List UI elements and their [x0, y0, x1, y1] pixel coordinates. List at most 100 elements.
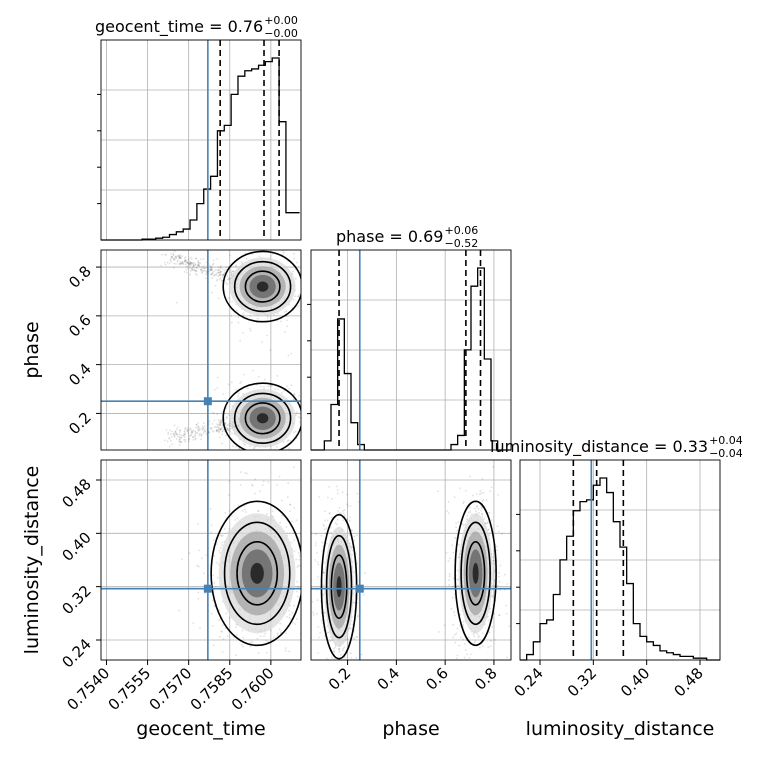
sample-point	[196, 267, 199, 270]
sample-point	[183, 438, 185, 441]
sample-point	[186, 267, 189, 269]
sample-point	[194, 437, 197, 440]
sample-point	[265, 639, 268, 642]
sample-point	[457, 521, 460, 523]
sample-point	[307, 436, 309, 438]
sample-point	[290, 352, 292, 355]
sample-point	[174, 255, 177, 258]
sample-point	[191, 430, 194, 433]
sample-point	[191, 269, 194, 271]
sample-point	[307, 550, 309, 552]
sample-point	[190, 429, 193, 432]
sample-point	[195, 426, 197, 429]
sample-point	[326, 693, 328, 695]
sample-point	[322, 571, 325, 573]
sample-point	[256, 637, 259, 640]
sample-point	[297, 585, 300, 588]
sample-point	[294, 430, 297, 433]
sample-point	[195, 257, 197, 260]
sample-point	[323, 561, 326, 564]
sample-point	[223, 528, 226, 530]
sample-point	[319, 631, 321, 634]
sample-point	[197, 261, 200, 264]
sample-point	[189, 256, 192, 259]
sample-point	[308, 577, 310, 579]
sample-point	[316, 561, 319, 564]
sample-point	[203, 269, 205, 272]
sample-point	[464, 489, 467, 492]
sample-point	[188, 262, 191, 265]
sample-point	[289, 439, 292, 442]
sample-point	[451, 544, 454, 547]
sample-point	[199, 428, 201, 431]
sample-point	[252, 245, 254, 247]
x-tick-label-phase: 0.6	[422, 664, 452, 694]
sample-point	[324, 519, 326, 522]
sample-point	[220, 422, 223, 424]
sample-point	[220, 630, 223, 633]
sample-point	[503, 573, 506, 576]
sample-point	[297, 305, 300, 308]
sample-point	[274, 388, 277, 391]
sample-point	[221, 534, 224, 537]
sample-point	[258, 490, 261, 492]
sample-point	[476, 505, 478, 508]
sample-point	[189, 267, 192, 270]
sample-point	[197, 259, 200, 262]
sample-point	[453, 611, 456, 613]
sample-point	[222, 638, 225, 640]
sample-point	[195, 257, 197, 260]
sample-point	[188, 262, 191, 265]
sample-point	[168, 262, 171, 265]
sample-point	[221, 630, 223, 633]
sample-point	[194, 430, 197, 433]
sample-point	[186, 261, 189, 264]
title-main: geocent_time = 0.76	[95, 17, 263, 37]
sample-point	[220, 427, 223, 430]
sample-point	[341, 510, 344, 512]
sample-point	[218, 635, 221, 638]
sample-point	[189, 434, 192, 437]
sample-point	[462, 623, 465, 626]
sample-point	[294, 277, 297, 280]
sample-point	[481, 515, 484, 518]
sample-point	[231, 270, 234, 273]
sample-point	[194, 435, 197, 438]
sample-point	[318, 496, 320, 498]
sample-point	[334, 646, 337, 649]
sample-point	[317, 652, 320, 654]
sample-point	[445, 552, 448, 554]
sample-point	[201, 427, 203, 430]
sample-point	[298, 555, 301, 558]
sample-point	[218, 549, 221, 552]
sample-point	[350, 545, 353, 548]
sample-point	[333, 657, 336, 660]
density-peak	[256, 281, 269, 292]
sample-point	[221, 429, 224, 432]
sample-point	[213, 581, 216, 584]
sample-point	[212, 411, 215, 414]
sample-point	[312, 611, 315, 614]
sample-point	[243, 504, 246, 507]
sample-point	[236, 666, 238, 668]
sample-point	[171, 443, 174, 446]
sample-point	[196, 428, 199, 430]
sample-point	[286, 319, 289, 322]
sample-point	[217, 271, 220, 274]
sample-point	[184, 439, 187, 441]
sample-point	[190, 261, 193, 264]
sample-point	[506, 656, 508, 659]
sample-point	[203, 428, 206, 431]
sample-point	[227, 423, 230, 426]
sample-point	[474, 510, 477, 512]
sample-point	[237, 395, 239, 397]
sample-point	[307, 419, 309, 421]
sample-point	[197, 429, 200, 432]
truth-marker	[355, 584, 364, 593]
sample-point	[292, 532, 295, 534]
sample-point	[323, 528, 326, 531]
sample-point	[167, 431, 170, 434]
sample-point	[478, 635, 480, 638]
sample-point	[201, 429, 204, 432]
sample-point	[174, 262, 177, 265]
